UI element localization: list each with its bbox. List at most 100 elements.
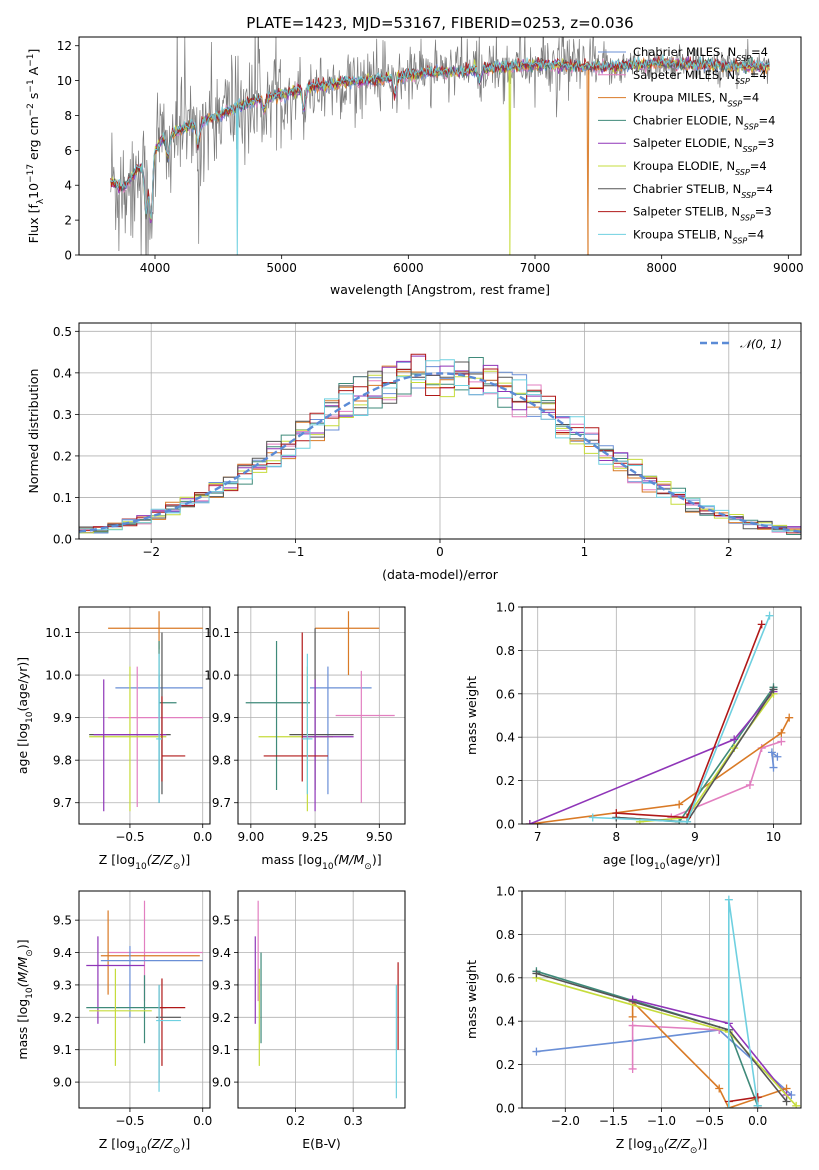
axes-frame	[237, 606, 406, 825]
legend-entry-name: Salpeter ELODIE, N	[633, 136, 743, 150]
x-tick-label: 6000	[393, 261, 424, 275]
legend-entry-name: Chabrier STELIB, N	[633, 182, 741, 196]
legend-entry-name: Chabrier MILES, N	[633, 45, 736, 59]
legend-entry: Chabrier STELIB, NSSP=4	[633, 182, 773, 200]
legend-entry-name: Kroupa MILES, N	[633, 91, 728, 105]
x-axis-label-part: )]	[180, 1136, 190, 1151]
chart-title: PLATE=1423, MJD=53167, FIBERID=0253, z=0…	[246, 14, 633, 32]
y-axis-label-part: ]	[26, 49, 41, 54]
y-axis-label-part: A	[26, 66, 41, 79]
y-axis-label-part: Flux [f	[26, 204, 41, 244]
y-tick-label: 0	[64, 249, 72, 263]
x-axis-label: wavelength [Angstrom, rest frame]	[330, 282, 550, 297]
legend-entry-sub: SSP	[735, 168, 750, 177]
mass-weight-marker	[769, 763, 778, 772]
x-tick-label: 0.0	[193, 1114, 212, 1128]
x-tick-label: −0.5	[115, 830, 144, 844]
plot-area	[86, 900, 203, 1092]
axes-frame	[78, 322, 802, 540]
x-tick-label: 10	[766, 830, 781, 844]
legend-entry-name: Kroupa STELIB, N	[633, 227, 733, 241]
x-tick-label: 0.2	[286, 1114, 305, 1128]
y-axis-label-part: s	[26, 93, 41, 104]
y-tick-label: 0.4	[496, 1015, 515, 1029]
x-tick-label: 9.25	[302, 830, 329, 844]
mass-weight-marker	[628, 1064, 637, 1073]
x-axis-label-part: (M/M	[334, 852, 365, 867]
plot-area	[525, 611, 794, 824]
legend-entry-n: =4	[756, 182, 773, 196]
y-axis-label: Normed distribution	[26, 369, 41, 494]
y-tick-label: 10.0	[204, 669, 231, 683]
x-tick-label: 4000	[140, 261, 171, 275]
y-tick-label: 1.0	[496, 885, 515, 899]
mass-weight-vs-metallicity-panel: −2.0 −1.5 −1.0 −0.5 0.0 0.0 0.2 0.4 0.6 0.8 1.0 Z […	[464, 885, 802, 1156]
x-tick-label: 1	[581, 545, 589, 559]
y-tick-label: 9.5	[53, 914, 72, 928]
y-tick-label: 10	[57, 74, 72, 88]
x-axis-label: E(B-V)	[302, 1136, 341, 1151]
legend-entry-name: Salpeter MILES, N	[633, 68, 735, 82]
legend-entry-n: =4	[759, 113, 776, 127]
x-axis-label-part: Z [log	[616, 1136, 652, 1151]
y-tick-label: 9.8	[53, 754, 72, 768]
y-tick-label: 0.3	[53, 408, 72, 422]
legend-entry-sub: SSP	[735, 76, 750, 85]
y-tick-label: 9.3	[212, 978, 231, 992]
x-tick-label: −2	[142, 545, 160, 559]
y-tick-label: 0.2	[496, 774, 515, 788]
x-tick-label: 7	[534, 830, 542, 844]
y-axis-label-part: (M/M	[15, 957, 30, 988]
mass-weight-marker	[628, 1021, 637, 1030]
mass-weight-marker	[757, 620, 766, 629]
legend-entry: Chabrier ELODIE, NSSP=4	[633, 113, 775, 130]
y-axis-label-part: −1	[26, 79, 36, 92]
x-axis-label: age [log10(age/yr)]	[603, 852, 720, 872]
x-tick-label: 8000	[646, 261, 677, 275]
mass-weight-marker	[745, 780, 754, 789]
y-axis-label-part: age [log	[15, 723, 30, 774]
y-tick-label: 0.8	[496, 644, 515, 658]
mass-weight-marker	[683, 817, 692, 824]
y-tick-label: 0.5	[53, 325, 72, 339]
x-axis-label-part: ⊙	[364, 862, 372, 872]
legend-entry-name: Chabrier ELODIE, N	[633, 113, 744, 127]
legend-entry-n: =3	[755, 205, 772, 219]
plot-area	[532, 895, 801, 1108]
axes-frame	[78, 606, 211, 825]
mass-weight-marker	[532, 969, 541, 978]
mass-weight-marker	[777, 737, 786, 746]
axes-frame	[237, 890, 406, 1109]
y-tick-label: 8	[64, 109, 72, 123]
y-tick-label: 10.1	[45, 626, 72, 640]
axes-frame	[78, 890, 211, 1109]
legend-entry-n: =3	[757, 136, 774, 150]
legend-entry-n: =4	[747, 227, 764, 241]
residual-histogram	[79, 359, 801, 532]
x-tick-label: 9	[691, 830, 699, 844]
mass-weight-marker	[792, 1101, 801, 1108]
spectrum-panel: 4000 5000 6000 7000 8000 9000 0 2 4 6 8 10 12 PLATE=1…	[26, 14, 804, 297]
normal-distribution-curve	[79, 372, 801, 533]
y-tick-label: 0.1	[53, 491, 72, 505]
x-axis-label-part: 10	[652, 1146, 664, 1156]
legend-entry: Kroupa MILES, NSSP=4	[633, 91, 759, 109]
y-tick-label: 0.0	[496, 1102, 515, 1116]
mass-weight-marker	[628, 1012, 637, 1021]
x-axis-label: (data-model)/error	[382, 567, 499, 582]
x-tick-label: −1.5	[599, 1114, 628, 1128]
x-axis-label-part: 10	[322, 862, 334, 872]
legend-entry-sub: SSP	[736, 54, 751, 63]
x-axis-label-part: ⊙	[173, 1146, 181, 1156]
x-tick-label: −0.5	[115, 1114, 144, 1128]
x-tick-label: 0.0	[748, 1114, 767, 1128]
age-vs-metallicity-panel: −0.5 0.09.79.89.910.010.1Z [log10(Z/Z⊙)]a…	[15, 606, 212, 872]
x-axis-label-part: )]	[697, 1136, 707, 1151]
axes-frame	[521, 890, 802, 1109]
legend-entry-sub: SSP	[740, 213, 755, 222]
x-axis-label-part: ⊙	[173, 862, 181, 872]
mass-weight-marker	[753, 1101, 762, 1108]
x-axis-label: Z [log10(Z/Z⊙)]	[616, 1136, 707, 1156]
x-tick-label: 0.0	[193, 830, 212, 844]
mass-weight-marker	[773, 752, 782, 761]
